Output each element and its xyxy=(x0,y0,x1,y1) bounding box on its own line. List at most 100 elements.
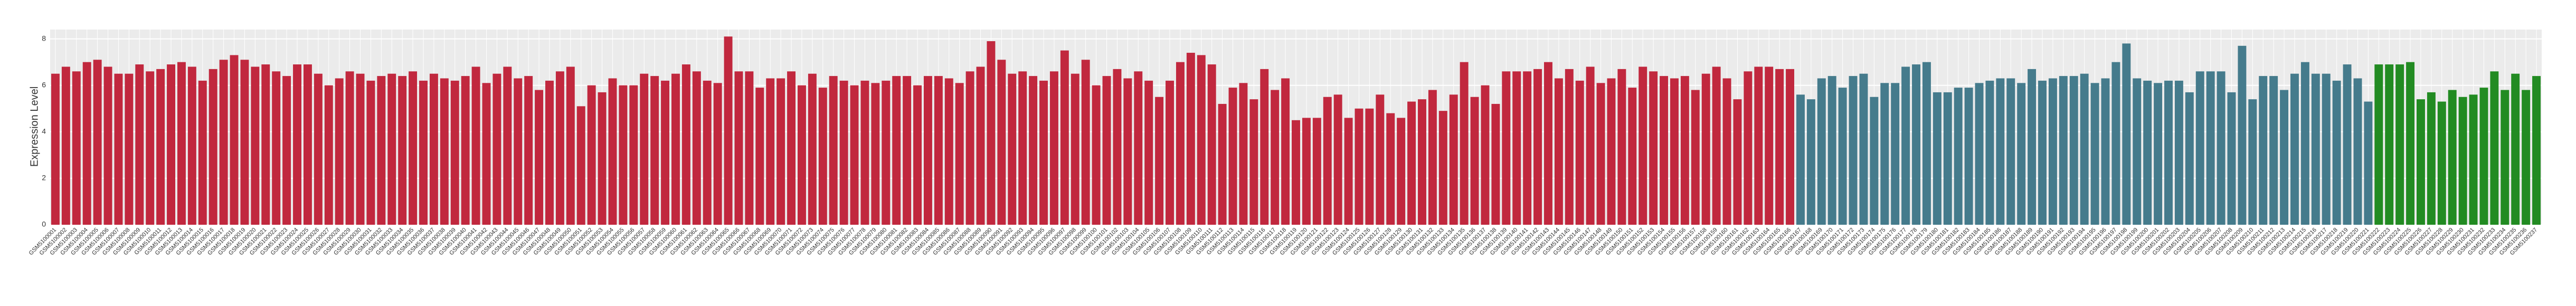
bar xyxy=(681,64,690,225)
bar xyxy=(1449,94,1458,225)
bar xyxy=(1502,71,1511,225)
bar xyxy=(2417,99,2425,225)
bar xyxy=(629,85,638,225)
bar xyxy=(2238,45,2247,225)
bar xyxy=(146,71,155,225)
bar xyxy=(398,76,407,225)
bar xyxy=(2522,90,2531,225)
bar xyxy=(1239,83,1248,225)
bar xyxy=(1460,62,1469,225)
bar xyxy=(219,60,228,225)
bar xyxy=(745,71,754,225)
bar xyxy=(2322,73,2331,225)
bar xyxy=(818,88,827,225)
bar xyxy=(1975,83,1984,225)
bar xyxy=(1880,83,1889,225)
bar xyxy=(2006,78,2015,225)
bar xyxy=(671,73,680,225)
bar xyxy=(1765,66,1774,225)
bar xyxy=(156,69,165,225)
bar xyxy=(1954,88,1963,225)
bar xyxy=(787,71,796,225)
bar xyxy=(1870,97,1879,225)
bar xyxy=(1271,90,1280,225)
bar xyxy=(1733,99,1742,225)
bar xyxy=(1491,103,1500,225)
bar xyxy=(2448,90,2457,225)
bar xyxy=(913,85,922,225)
bar xyxy=(1302,118,1311,225)
bar xyxy=(1964,88,1973,225)
bar xyxy=(1376,94,1385,225)
bar xyxy=(493,73,501,225)
bar xyxy=(419,80,428,225)
bar xyxy=(1670,78,1679,225)
bar xyxy=(1827,76,1836,225)
bar xyxy=(2332,80,2341,225)
bar xyxy=(2280,90,2289,225)
bar xyxy=(2017,83,2026,225)
bar xyxy=(1260,69,1269,225)
bar xyxy=(1018,71,1027,225)
bar xyxy=(461,76,470,225)
bar xyxy=(934,76,943,225)
bar xyxy=(1533,69,1542,225)
bar xyxy=(1922,62,1931,225)
bar xyxy=(1838,88,1847,225)
bar xyxy=(882,80,891,225)
bar xyxy=(2269,76,2278,225)
y-axis-label: Expression Level xyxy=(29,87,40,167)
bar xyxy=(514,78,523,225)
bar xyxy=(524,76,533,225)
bar xyxy=(251,66,260,225)
bar xyxy=(944,78,953,225)
bar xyxy=(1544,62,1552,225)
bar xyxy=(482,83,491,225)
bar xyxy=(503,66,512,225)
bar xyxy=(187,66,196,225)
bar xyxy=(955,83,964,225)
bar xyxy=(198,80,207,225)
bar xyxy=(692,71,701,225)
bar xyxy=(2374,64,2383,225)
bar xyxy=(2174,80,2183,225)
bar xyxy=(1796,94,1805,225)
bar xyxy=(987,41,996,225)
bar xyxy=(1912,64,1920,225)
bar xyxy=(1365,108,1374,225)
bar xyxy=(1186,53,1195,225)
bar xyxy=(661,80,670,225)
bar xyxy=(230,55,239,225)
bar xyxy=(103,66,112,225)
bar xyxy=(1060,50,1069,225)
bar xyxy=(240,60,249,225)
bar xyxy=(314,73,323,225)
bar xyxy=(1113,69,1122,225)
bar xyxy=(1943,92,1952,225)
bar xyxy=(1786,69,1794,225)
bar xyxy=(923,76,932,225)
bar xyxy=(1817,78,1826,225)
bar xyxy=(1554,78,1563,225)
bar xyxy=(1996,78,2005,225)
bar xyxy=(282,76,291,225)
bar xyxy=(1660,76,1669,225)
bar xyxy=(1754,66,1763,225)
bar xyxy=(2501,90,2509,225)
bar xyxy=(1039,80,1048,225)
bar xyxy=(1134,71,1143,225)
bar xyxy=(1470,97,1479,225)
bar xyxy=(734,71,743,225)
bar xyxy=(61,66,70,225)
bar xyxy=(82,62,91,225)
bar xyxy=(1722,78,1731,225)
bar xyxy=(871,83,880,225)
bar xyxy=(1144,80,1153,225)
bar xyxy=(209,69,217,225)
bar xyxy=(798,85,806,225)
bar xyxy=(1565,69,1574,225)
bar xyxy=(1228,88,1237,225)
bar xyxy=(2090,83,2099,225)
bar xyxy=(903,76,912,225)
